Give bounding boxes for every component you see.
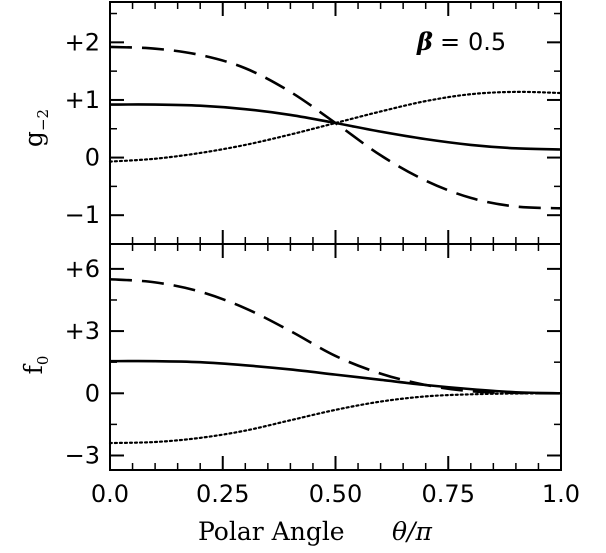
bottom-panel: −3 0 +3 +6 0.0 0.25 0.50 0.75 1.0: [65, 243, 580, 508]
x-axis-symbol: θ/π: [392, 517, 432, 546]
x-tick-label: 0.25: [196, 480, 249, 508]
svg-text:f0: f0: [19, 356, 52, 375]
dashed-series-line: [109, 277, 562, 395]
dotted-series-line: [108, 90, 563, 163]
beta-annotation: β: [416, 27, 433, 56]
bottom-panel-ticks: [109, 244, 562, 470]
y-tick-label: +1: [65, 86, 100, 114]
y-tick-label: −3: [65, 441, 100, 469]
beta-value: 0.5: [468, 28, 506, 56]
y-tick-label: 0: [85, 144, 100, 172]
solid-series-line: [109, 359, 562, 395]
y-tick-label: +6: [65, 255, 100, 283]
top-panel-tick-labels: −1 0 +1 +2: [65, 28, 100, 229]
x-tick-label: 0.50: [309, 480, 362, 508]
svg-text:g−2: g−2: [19, 109, 52, 147]
top-ylabel: g−2: [19, 109, 52, 147]
x-axis-label: Polar Angle: [198, 517, 345, 546]
bottom-ylabel-main: f: [19, 363, 48, 374]
top-ylabel-sub: −2: [34, 109, 52, 131]
y-tick-label: 0: [85, 379, 100, 407]
bottom-ylabel-sub: 0: [34, 356, 52, 366]
x-tick-label: 0.75: [422, 480, 475, 508]
y-tick-label: −1: [65, 201, 100, 229]
solid-series-line: [109, 103, 562, 151]
y-tick-label: +2: [65, 28, 100, 56]
top-ylabel-main: g: [19, 131, 48, 147]
top-panel-series: [108, 45, 563, 210]
bottom-ylabel: f0: [19, 356, 52, 375]
dotted-series-line: [108, 392, 563, 445]
bottom-panel-tick-labels: −3 0 +3 +6 0.0 0.25 0.50 0.75 1.0: [65, 255, 580, 508]
bottom-panel-series: [108, 277, 563, 445]
dashed-series-line: [109, 45, 562, 210]
x-tick-label: 0.0: [91, 480, 129, 508]
y-tick-label: +3: [65, 317, 100, 345]
beta-equals: =: [440, 28, 460, 56]
x-tick-label: 1.0: [542, 480, 580, 508]
